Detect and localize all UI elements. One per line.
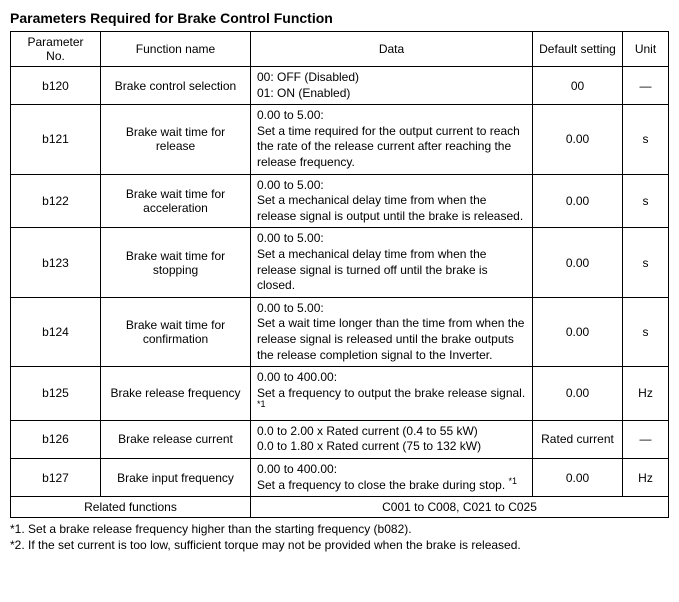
cell-data-line2: 0.0 to 1.80 x Rated current (75 to 132 k…: [257, 439, 526, 455]
header-func: Function name: [101, 32, 251, 67]
cell-data: 0.00 to 400.00:Set a frequency to output…: [251, 367, 533, 421]
cell-default: Rated current: [533, 420, 623, 458]
table-row: b123Brake wait time for stopping0.00 to …: [11, 228, 669, 297]
cell-unit: s: [623, 297, 669, 366]
cell-function-name: Brake wait time for confirmation: [101, 297, 251, 366]
cell-unit: —: [623, 420, 669, 458]
footnote-ref: *1: [257, 399, 266, 409]
table-row: b124Brake wait time for confirmation0.00…: [11, 297, 669, 366]
cell-parameter-no: b122: [11, 174, 101, 228]
header-unit: Unit: [623, 32, 669, 67]
table-row: b127Brake input frequency0.00 to 400.00:…: [11, 459, 669, 497]
table-row: b120Brake control selection00: OFF (Disa…: [11, 67, 669, 105]
cell-data-line1: 0.00 to 5.00:: [257, 108, 526, 124]
cell-data-line2: Set a frequency to close the brake durin…: [257, 478, 526, 494]
cell-unit: s: [623, 105, 669, 174]
cell-data-line2: Set a time required for the output curre…: [257, 124, 526, 171]
cell-function-name: Brake wait time for stopping: [101, 228, 251, 297]
cell-function-name: Brake wait time for acceleration: [101, 174, 251, 228]
cell-parameter-no: b126: [11, 420, 101, 458]
cell-parameter-no: b120: [11, 67, 101, 105]
footnote-2: *2. If the set current is too low, suffi…: [10, 537, 669, 553]
cell-data-line2: Set a mechanical delay time from when th…: [257, 193, 526, 224]
cell-data: 00: OFF (Disabled)01: ON (Enabled): [251, 67, 533, 105]
cell-parameter-no: b127: [11, 459, 101, 497]
table-row: b125Brake release frequency0.00 to 400.0…: [11, 367, 669, 421]
cell-data-line1: 0.00 to 400.00:: [257, 462, 526, 478]
related-functions-label: Related functions: [11, 497, 251, 518]
cell-function-name: Brake release frequency: [101, 367, 251, 421]
cell-default: 0.00: [533, 105, 623, 174]
footnotes: *1. Set a brake release frequency higher…: [10, 521, 669, 553]
cell-parameter-no: b124: [11, 297, 101, 366]
cell-function-name: Brake release current: [101, 420, 251, 458]
page-title: Parameters Required for Brake Control Fu…: [10, 10, 669, 26]
cell-parameter-no: b123: [11, 228, 101, 297]
cell-data-line1: 0.00 to 5.00:: [257, 178, 526, 194]
cell-data: 0.0 to 2.00 x Rated current (0.4 to 55 k…: [251, 420, 533, 458]
footnote-1: *1. Set a brake release frequency higher…: [10, 521, 669, 537]
cell-default: 0.00: [533, 459, 623, 497]
cell-data: 0.00 to 5.00:Set a mechanical delay time…: [251, 174, 533, 228]
cell-data-line2: Set a mechanical delay time from when th…: [257, 247, 526, 294]
cell-data-line2: Set a frequency to output the brake rele…: [257, 386, 526, 417]
cell-data: 0.00 to 5.00:Set a mechanical delay time…: [251, 228, 533, 297]
cell-data-line2: 01: ON (Enabled): [257, 86, 526, 102]
cell-function-name: Brake control selection: [101, 67, 251, 105]
table-row: b122Brake wait time for acceleration0.00…: [11, 174, 669, 228]
cell-data: 0.00 to 400.00:Set a frequency to close …: [251, 459, 533, 497]
cell-data-line2: Set a wait time longer than the time fro…: [257, 316, 526, 363]
cell-data: 0.00 to 5.00:Set a wait time longer than…: [251, 297, 533, 366]
table-row: b121Brake wait time for release0.00 to 5…: [11, 105, 669, 174]
cell-data-line1: 0.00 to 400.00:: [257, 370, 526, 386]
cell-unit: Hz: [623, 459, 669, 497]
cell-default: 0.00: [533, 174, 623, 228]
cell-default: 0.00: [533, 367, 623, 421]
header-data: Data: [251, 32, 533, 67]
table-row: b126Brake release current 0.0 to 2.00 x R…: [11, 420, 669, 458]
cell-default: 0.00: [533, 297, 623, 366]
cell-parameter-no: b125: [11, 367, 101, 421]
cell-unit: Hz: [623, 367, 669, 421]
cell-default: 00: [533, 67, 623, 105]
cell-unit: s: [623, 228, 669, 297]
cell-function-name: Brake input frequency: [101, 459, 251, 497]
cell-unit: s: [623, 174, 669, 228]
header-def: Default setting: [533, 32, 623, 67]
cell-data-line1: 00: OFF (Disabled): [257, 70, 526, 86]
parameter-table: Parameter No. Function name Data Default…: [10, 31, 669, 518]
header-param: Parameter No.: [11, 32, 101, 67]
cell-data-line1: 0.00 to 5.00:: [257, 301, 526, 317]
cell-parameter-no: b121: [11, 105, 101, 174]
cell-data-line1: 0.00 to 5.00:: [257, 231, 526, 247]
footnote-ref: *1: [509, 476, 518, 486]
cell-unit: —: [623, 67, 669, 105]
cell-default: 0.00: [533, 228, 623, 297]
cell-function-name: Brake wait time for release: [101, 105, 251, 174]
related-functions-value: C001 to C008, C021 to C025: [251, 497, 669, 518]
cell-data: 0.00 to 5.00:Set a time required for the…: [251, 105, 533, 174]
cell-data-line1: 0.0 to 2.00 x Rated current (0.4 to 55 k…: [257, 424, 526, 440]
